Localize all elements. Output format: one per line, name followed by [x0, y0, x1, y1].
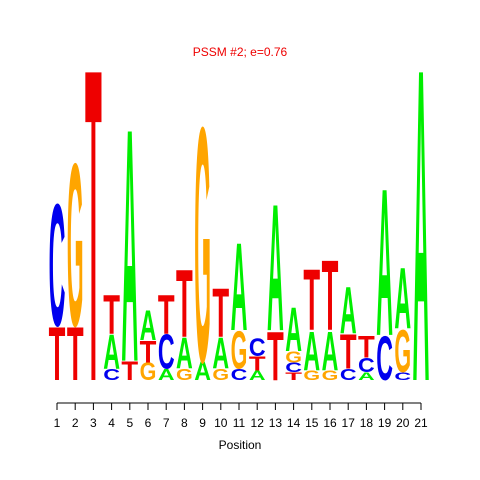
- x-tick-label: 11: [233, 416, 246, 430]
- logo-letter: G: [285, 348, 302, 365]
- logo-letter: C: [231, 366, 248, 383]
- logo-letter: G: [322, 368, 339, 383]
- x-tick-label: 6: [145, 416, 152, 430]
- x-tick-label: 10: [214, 416, 228, 430]
- logo-letter: C: [158, 324, 175, 379]
- x-tick-label: 8: [181, 416, 188, 430]
- logo-letter: T: [176, 249, 193, 357]
- logo-letter: T: [285, 370, 302, 382]
- x-tick-label: 9: [199, 416, 206, 430]
- x-tick-label: 7: [163, 416, 170, 430]
- logo-letter: A: [231, 217, 248, 357]
- logo-letter: T: [322, 240, 339, 352]
- logo-letter: A: [285, 294, 302, 365]
- logo-letter: C: [249, 334, 266, 361]
- x-tick-label: 19: [378, 416, 392, 430]
- logo-letter: A: [267, 168, 284, 370]
- logo-letter: G: [194, 58, 211, 432]
- logo-letter: A: [358, 370, 375, 382]
- x-tick-label: 2: [72, 416, 79, 430]
- x-tick-label: 12: [251, 416, 265, 430]
- logo-letter: A: [176, 329, 193, 379]
- logo-letter: G: [212, 366, 229, 383]
- x-tick-label: 15: [305, 416, 319, 430]
- logo-letter: A: [194, 356, 211, 386]
- logo-letter: A: [394, 249, 411, 347]
- logo-letter: C: [376, 323, 393, 394]
- logo-letter: T: [85, 0, 102, 475]
- logo-letter: A: [103, 324, 120, 379]
- logo-letter: T: [140, 334, 157, 369]
- logo-letter: T: [249, 352, 266, 374]
- logo-letter: G: [303, 368, 320, 383]
- x-tick-label: 21: [414, 416, 428, 430]
- logo-letter: A: [303, 321, 320, 383]
- logo-letter: A: [413, 0, 430, 475]
- logo-letter: T: [49, 312, 66, 397]
- x-tick-label: 4: [108, 416, 115, 430]
- logo-letter: A: [249, 368, 266, 383]
- logo-letter: G: [67, 115, 84, 375]
- logo-letter: G: [176, 366, 193, 383]
- x-tick-label: 16: [323, 416, 337, 430]
- logo-letter: T: [212, 274, 229, 351]
- logo-letter: A: [121, 60, 138, 432]
- logo-letter: C: [103, 366, 120, 383]
- logo-letter: A: [158, 366, 175, 383]
- logo-letter: A: [340, 273, 357, 348]
- x-axis-label: Position: [219, 438, 262, 452]
- logo-letter: T: [358, 329, 375, 364]
- logo-letter: T: [340, 324, 357, 379]
- logo-letter: A: [212, 329, 229, 379]
- x-tick-label: 3: [90, 416, 97, 430]
- logo-letter: A: [376, 145, 393, 380]
- x-tick-label: 18: [360, 416, 374, 430]
- logo-letter: T: [121, 356, 138, 386]
- logo-letter: C: [358, 354, 375, 376]
- x-tick-label: 1: [54, 416, 61, 430]
- logo-letter: T: [267, 318, 284, 395]
- logo-letter: T: [303, 251, 320, 349]
- x-tick-label: 13: [269, 416, 283, 430]
- chart-title: PSSM #2; e=0.76: [193, 45, 288, 59]
- logo-letter: T: [103, 284, 120, 346]
- logo-letter: C: [285, 360, 302, 375]
- logo-letter: G: [394, 317, 411, 385]
- logo-letter: G: [231, 321, 248, 381]
- logo-letter: T: [158, 284, 175, 346]
- x-tick-label: 14: [287, 416, 301, 430]
- x-tick-label: 20: [396, 416, 410, 430]
- x-tick-label: 5: [126, 416, 133, 430]
- logo-letter: C: [394, 370, 411, 382]
- logo-letter: T: [67, 312, 84, 397]
- logo-letter: C: [340, 366, 357, 383]
- logo-letter: A: [140, 302, 157, 350]
- x-tick-label: 17: [342, 416, 356, 430]
- logo-letter: C: [49, 168, 66, 363]
- logo-letter: A: [322, 321, 339, 383]
- logo-letter: G: [140, 358, 157, 385]
